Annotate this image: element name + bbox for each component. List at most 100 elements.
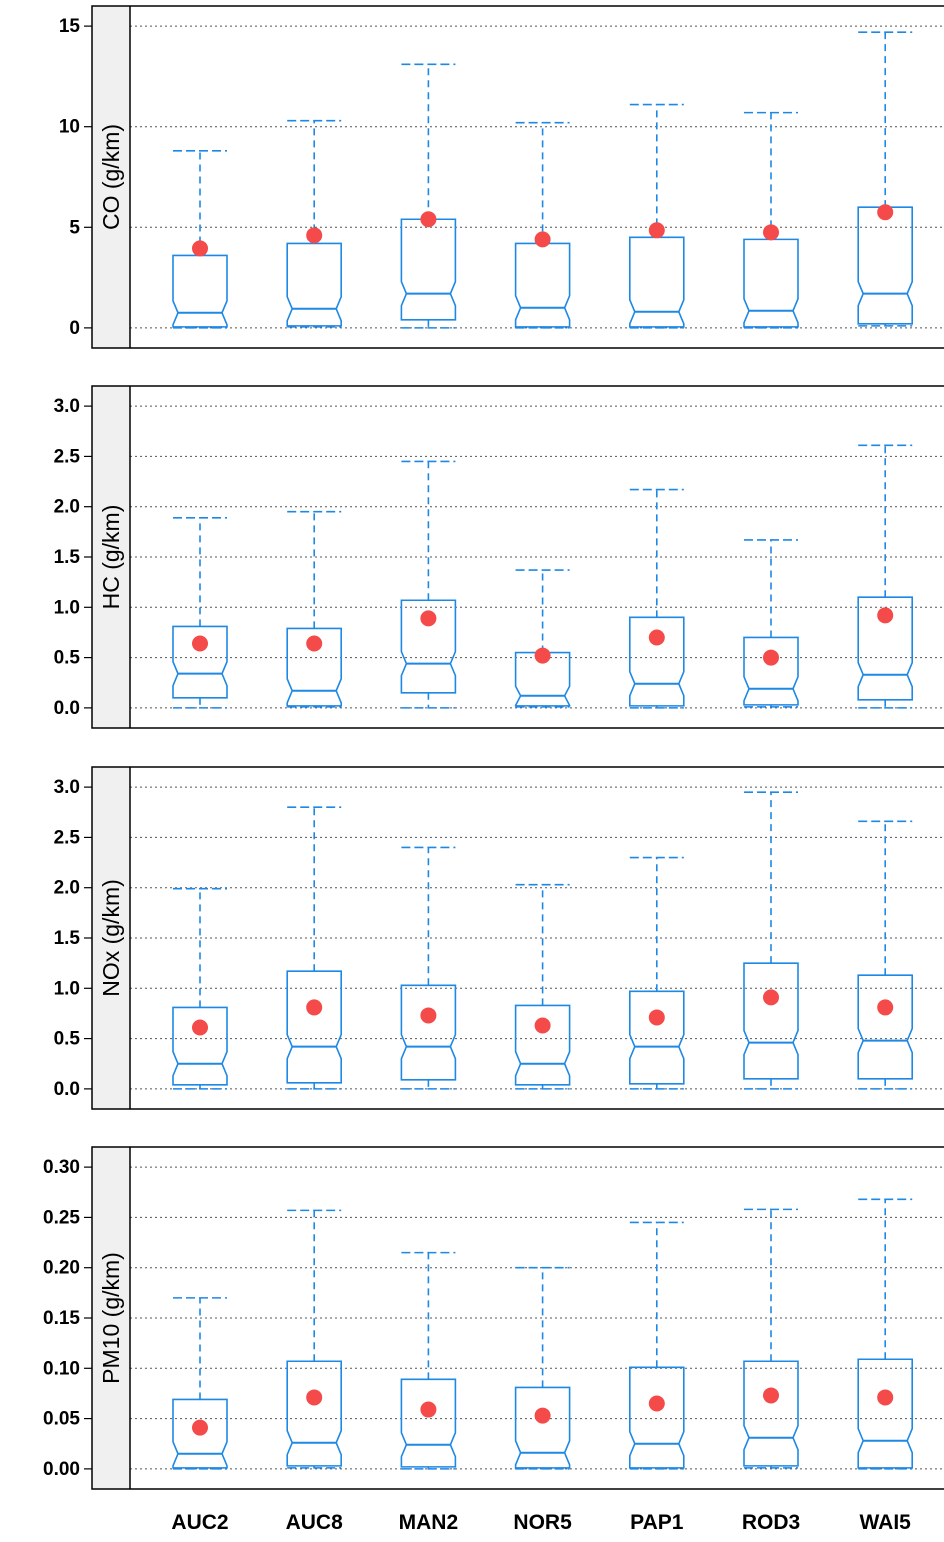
mean-point [763,649,779,666]
box-body [857,206,913,325]
x-tick-label: MAN2 [399,1511,459,1534]
box-body [857,974,913,1080]
y-tick-label: 0.5 [54,1029,81,1050]
box-body [743,962,799,1080]
mean-point [306,1389,323,1406]
box-body [400,1378,457,1468]
y-tick-label: 0.20 [43,1258,80,1279]
mean-point [534,1017,551,1034]
box-AUC8 [286,119,342,328]
box-body [743,1360,799,1467]
y-tick-label: 0.5 [54,648,81,669]
mean-point [763,989,779,1006]
x-tick-label: ROD3 [742,1511,800,1534]
mean-point [648,1395,665,1412]
box-AUC2 [172,516,228,709]
mean-point [420,211,437,228]
box-body [400,218,457,321]
box-body [286,242,342,327]
x-tick-label: AUC2 [171,1511,228,1534]
mean-point [648,222,665,239]
box-body [400,984,457,1081]
box-body [514,651,571,707]
mean-point [420,1401,437,1418]
mean-point [420,610,437,627]
y-tick-label: 0.30 [43,1157,80,1178]
x-axis: AUC2 AUC8 MAN2 NOR5 PAP1 ROD3 WAI5 [171,1511,911,1534]
box-PAP1 [629,103,685,329]
mean-point [306,227,323,244]
panel-frame [91,766,944,1110]
box-body [629,990,685,1085]
x-tick-label: NOR5 [513,1511,572,1534]
y-axis-label: PM10 (g/km) [98,1252,124,1384]
y-axis-label: NOx (g/km) [98,879,124,997]
y-tick-label: 3.0 [54,777,80,798]
x-tick-label: AUC8 [286,1511,343,1534]
box-PAP1 [629,488,685,709]
box-MAN2 [400,1251,457,1470]
y-tick-label: 0.0 [54,1079,80,1100]
y-tick-label: 3.0 [54,396,80,417]
y-axis-label: CO (g/km) [98,124,124,230]
mean-point [192,1019,208,1036]
mean-point [877,204,894,221]
box-WAI5 [857,444,913,709]
panel-3: 0.00 0.05 0.10 0.15 0.20 0.25 0.30 PM10 (g/km) [43,1146,944,1490]
mean-point [648,629,665,646]
panel-frame [91,385,944,729]
mean-point [877,999,894,1016]
box-MAN2 [400,460,457,709]
y-tick-label: 5 [69,217,80,238]
panel-2: 0.0 0.5 1.0 1.5 2.0 2.5 3.0 NOx (g/km) [54,766,944,1110]
y-tick-label: 10 [59,117,80,138]
y-tick-label: 15 [59,16,81,37]
panel-0: 0 5 10 15 CO (g/km) [59,5,944,349]
box-body [514,242,571,328]
y-tick-label: 1.0 [54,978,80,999]
y-tick-label: 2.0 [54,497,80,518]
box-body [629,616,685,707]
mean-point [306,635,323,652]
box-ROD3 [743,539,799,708]
box-body [857,596,913,701]
box-body [172,1006,228,1086]
mean-point [192,1419,208,1436]
mean-point [192,240,208,257]
box-body [286,1360,342,1467]
box-body [514,1004,571,1086]
box-AUC8 [286,806,342,1090]
y-tick-label: 0.05 [43,1409,80,1430]
box-body [172,254,228,328]
panel-strip [92,1147,130,1489]
box-body [172,1398,228,1469]
mean-point [534,1407,551,1424]
box-body [400,599,457,694]
y-tick-label: 1.5 [54,928,81,949]
y-tick-label: 0.15 [43,1308,80,1329]
box-WAI5 [857,1198,913,1470]
box-body [743,636,799,706]
panel-strip [92,386,130,728]
mean-point [763,224,779,241]
box-PAP1 [629,856,685,1090]
panel-strip [92,6,130,348]
mean-point [648,1009,665,1026]
box-NOR5 [514,883,571,1090]
panel-1: 0.0 0.5 1.0 1.5 2.0 2.5 3.0 HC (g/km) [54,385,944,729]
mean-point [534,231,551,248]
box-NOR5 [514,1266,571,1470]
box-AUC8 [286,1209,342,1469]
x-tick-label: PAP1 [630,1511,684,1534]
y-tick-label: 0 [69,318,80,339]
y-tick-label: 0.25 [43,1207,80,1228]
box-body [286,627,342,707]
mean-point [192,635,208,652]
box-AUC2 [172,1297,228,1470]
panel-frame [91,5,944,349]
box-body [857,1358,913,1469]
mean-point [534,647,551,664]
box-PAP1 [629,1221,685,1470]
box-body [514,1386,571,1469]
